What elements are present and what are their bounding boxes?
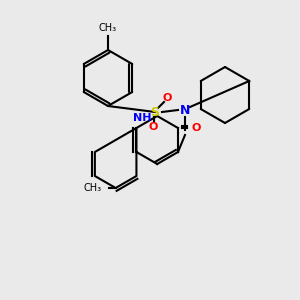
Text: CH₃: CH₃ [99, 23, 117, 33]
Text: O: O [148, 122, 158, 132]
Text: NH: NH [133, 113, 151, 123]
Text: O: O [162, 93, 172, 103]
Text: O: O [192, 123, 201, 133]
Text: CH₃: CH₃ [83, 183, 102, 193]
Text: S: S [151, 106, 160, 118]
Text: N: N [180, 103, 190, 116]
